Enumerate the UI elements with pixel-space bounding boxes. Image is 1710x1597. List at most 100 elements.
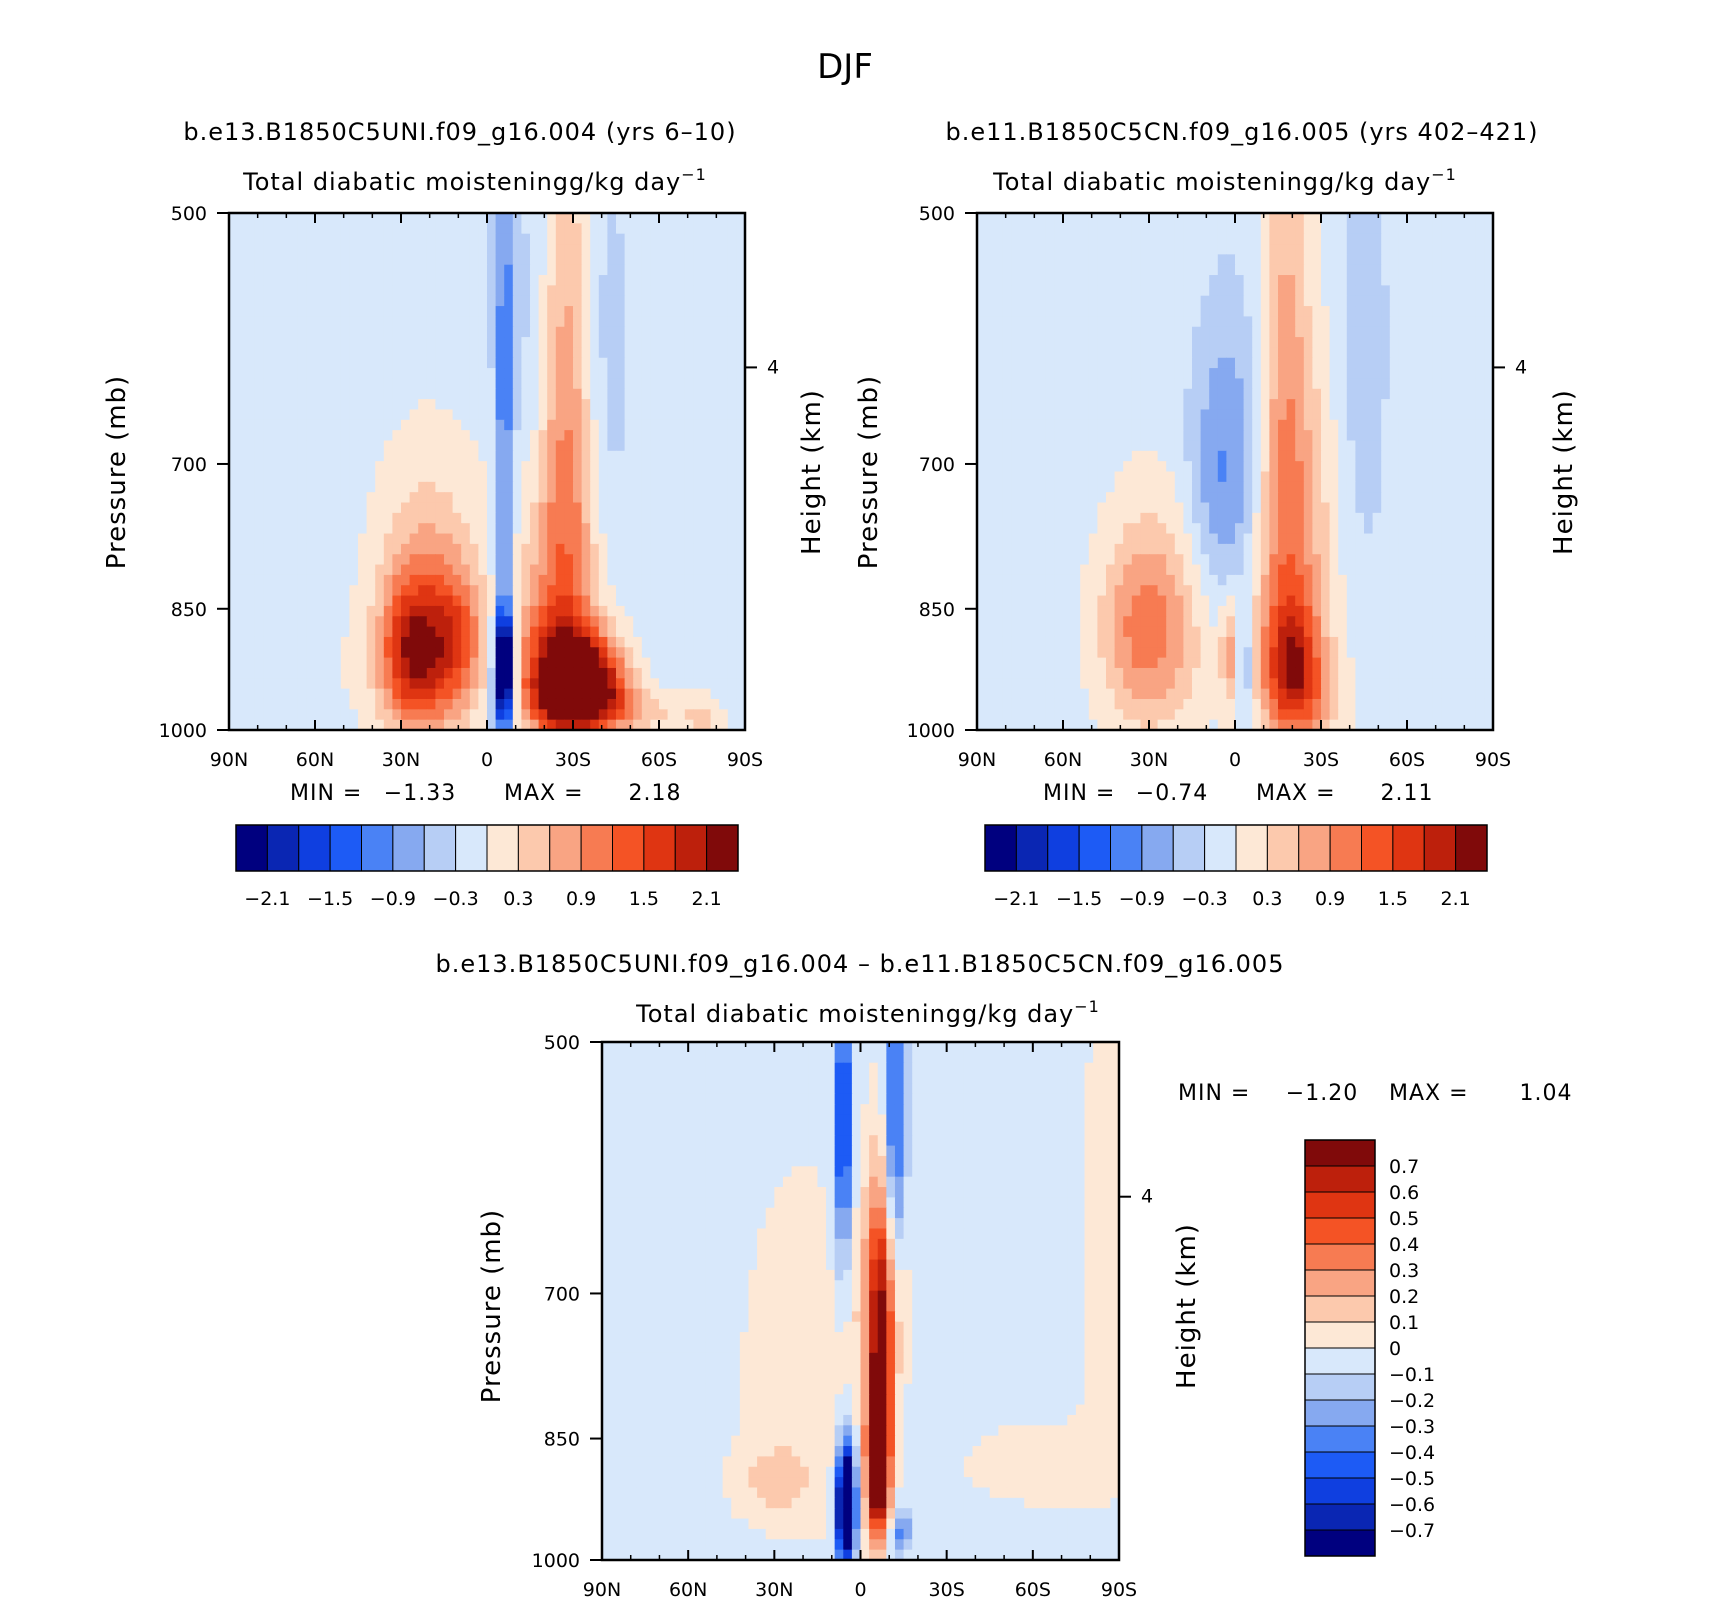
panel1-field-cell bbox=[246, 295, 256, 307]
panel2-field-cell bbox=[1235, 326, 1245, 338]
panel1-field-cell bbox=[272, 440, 282, 452]
panel2-field-cell bbox=[1183, 275, 1193, 286]
panel1-field-cell bbox=[641, 533, 651, 545]
panel2-field-cell bbox=[1312, 512, 1322, 524]
panel1-field-cell bbox=[624, 667, 634, 679]
panel1-field-cell bbox=[272, 213, 282, 224]
panel1-field-cell bbox=[418, 275, 428, 286]
panel2-field-cell bbox=[1183, 481, 1193, 493]
panel1-field-cell bbox=[547, 574, 557, 586]
panel2-field-cell bbox=[1243, 316, 1253, 328]
panel1-field-cell bbox=[555, 347, 565, 359]
panel1-field-cell bbox=[323, 543, 333, 555]
panel1-field-cell bbox=[573, 450, 583, 462]
panel1-field-cell bbox=[315, 481, 325, 493]
panel2-field-cell bbox=[1157, 419, 1167, 431]
panel2-field-cell bbox=[1123, 213, 1133, 224]
panel2-field-cell bbox=[1226, 409, 1236, 421]
panel1-field-cell bbox=[512, 419, 522, 431]
panel1-field-cell bbox=[263, 388, 273, 400]
panel1-field-cell bbox=[358, 306, 368, 317]
panel2-field-cell bbox=[1286, 461, 1296, 473]
panel2-field-cell bbox=[1174, 275, 1184, 286]
panel1-field-cell bbox=[229, 223, 239, 235]
panel1-field-cell bbox=[315, 440, 325, 452]
panel1-field-cell bbox=[676, 295, 686, 307]
panel2-field-cell bbox=[1484, 295, 1494, 307]
panel1-field-cell bbox=[719, 316, 729, 328]
panel1-field-cell bbox=[297, 357, 307, 369]
panel2-field-cell bbox=[1063, 481, 1073, 493]
panel1-field-cell bbox=[358, 399, 368, 411]
panel2-field-cell bbox=[1389, 254, 1399, 266]
panel1-field-cell bbox=[375, 368, 385, 380]
panel1-field-cell bbox=[435, 254, 445, 266]
panel1-field-cell bbox=[538, 440, 548, 452]
panel2-field-cell bbox=[1415, 492, 1425, 504]
panel1-field-cell bbox=[254, 295, 264, 307]
panel1-field-cell bbox=[461, 554, 471, 566]
panel1-field-cell bbox=[401, 564, 411, 576]
panel2-field-cell bbox=[1484, 471, 1494, 483]
panel1-field-cell bbox=[504, 244, 514, 255]
panel1-field-cell bbox=[727, 461, 737, 473]
panel1-field-cell bbox=[495, 337, 505, 349]
panel1-field-cell bbox=[444, 368, 454, 380]
panel2-field-cell bbox=[1407, 399, 1417, 411]
panel1-field-cell bbox=[426, 543, 436, 555]
panel1-field-cell bbox=[530, 357, 540, 369]
panel2-field-cell bbox=[1209, 347, 1219, 359]
panel1-field-cell bbox=[676, 337, 686, 349]
panel2-field-cell bbox=[977, 264, 987, 276]
panel1-field-cell bbox=[426, 254, 436, 266]
panel1-field-cell bbox=[392, 285, 402, 297]
panel1-field-cell bbox=[358, 233, 368, 245]
panel1-field-cell bbox=[564, 285, 574, 297]
panel1-field-cell bbox=[538, 306, 548, 317]
panel1-field-cell bbox=[547, 626, 557, 638]
panel2-field-cell bbox=[1278, 244, 1288, 255]
panel1-field-cell bbox=[392, 502, 402, 514]
panel2-field-cell bbox=[1054, 264, 1064, 276]
panel1-field-cell bbox=[573, 616, 583, 628]
panel1-field-cell bbox=[461, 678, 471, 690]
panel2-field-cell bbox=[1149, 264, 1159, 276]
panel1-field-cell bbox=[306, 636, 316, 648]
panel2-field-cell bbox=[1475, 254, 1485, 266]
panel1-field-cell bbox=[710, 213, 720, 224]
panel1-field-cell bbox=[684, 419, 694, 431]
panel1-field-cell bbox=[736, 709, 746, 721]
panel2-field-cell bbox=[1303, 316, 1313, 328]
panel2-field-cell bbox=[1407, 523, 1417, 535]
panel2-field-cell bbox=[1166, 326, 1176, 338]
panel1-field-cell bbox=[401, 430, 411, 442]
panel1-field-cell bbox=[435, 213, 445, 224]
panel1-field-cell bbox=[383, 388, 393, 400]
panel2-field-cell bbox=[1011, 399, 1021, 411]
panel2-field-cell bbox=[1106, 347, 1116, 359]
panel2-field-cell bbox=[1045, 378, 1055, 390]
panel1-field-cell bbox=[659, 357, 669, 369]
panel2-field-cell bbox=[1450, 233, 1460, 245]
panel1-field-cell bbox=[254, 481, 264, 493]
panel1-field-cell bbox=[340, 502, 350, 514]
panel1-field-cell bbox=[504, 378, 514, 390]
panel2-field-cell bbox=[1269, 471, 1279, 483]
panel1-field-cell bbox=[624, 471, 634, 483]
panel1-field-cell bbox=[487, 244, 497, 255]
panel1-field-cell bbox=[719, 213, 729, 224]
panel2-field-cell bbox=[1131, 244, 1141, 255]
panel1-field-cell bbox=[727, 223, 737, 235]
panel1-field-cell bbox=[366, 657, 376, 669]
panel1-field-cell bbox=[392, 471, 402, 483]
panel1-field-cell bbox=[710, 285, 720, 297]
panel2-field-cell bbox=[1450, 264, 1460, 276]
panel1-field-cell bbox=[375, 316, 385, 328]
panel2-field-cell bbox=[1011, 461, 1021, 473]
panel2-field-cell bbox=[1303, 306, 1313, 317]
panel1-field-cell bbox=[624, 254, 634, 266]
panel1-field-cell bbox=[297, 636, 307, 648]
panel1-field-cell bbox=[693, 574, 703, 586]
panel1-field-cell bbox=[297, 523, 307, 535]
panel1-field-cell bbox=[641, 492, 651, 504]
